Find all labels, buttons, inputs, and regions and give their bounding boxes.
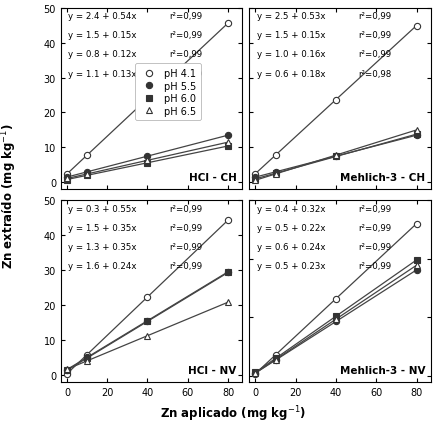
Text: y = 1.5 + 0.15x: y = 1.5 + 0.15x: [256, 31, 324, 40]
Text: y = 1.1 + 0.13x: y = 1.1 + 0.13x: [68, 69, 136, 79]
Text: y = 0.5 + 0.23x: y = 0.5 + 0.23x: [256, 261, 324, 270]
Text: r²=0,99: r²=0,99: [357, 224, 390, 232]
Text: y = 0.3 + 0.55x: y = 0.3 + 0.55x: [68, 204, 136, 214]
Text: y = 1.6 + 0.24x: y = 1.6 + 0.24x: [68, 261, 136, 270]
Text: r²=0,99: r²=0,99: [357, 261, 390, 270]
Text: y = 0.5 + 0.22x: y = 0.5 + 0.22x: [256, 224, 324, 232]
Text: y = 1.3 + 0.35x: y = 1.3 + 0.35x: [68, 243, 136, 251]
Text: HCl - CH: HCl - CH: [188, 173, 236, 183]
Text: y = 0.4 + 0.32x: y = 0.4 + 0.32x: [256, 204, 324, 214]
Text: y = 1.0 + 0.16x: y = 1.0 + 0.16x: [256, 50, 324, 59]
Text: r²=0,99: r²=0,99: [169, 261, 202, 270]
Text: r²=0,99: r²=0,99: [357, 12, 390, 21]
Text: y = 0.8 + 0.12x: y = 0.8 + 0.12x: [68, 50, 136, 59]
Text: r²=0,99: r²=0,99: [357, 204, 390, 214]
Text: Mehlich-3 - CH: Mehlich-3 - CH: [339, 173, 424, 183]
Text: y = 0.6 + 0.24x: y = 0.6 + 0.24x: [256, 243, 324, 251]
Text: y = 2.4 + 0.54x: y = 2.4 + 0.54x: [68, 12, 136, 21]
Legend: pH 4.1, pH 5.5, pH 6.0, pH 6.5: pH 4.1, pH 5.5, pH 6.0, pH 6.5: [135, 64, 201, 121]
Text: Zn extraído (mg kg$^{-1}$): Zn extraído (mg kg$^{-1}$): [0, 122, 20, 268]
Text: r²=0,99: r²=0,99: [357, 243, 390, 251]
Text: Zn aplicado (mg kg$^{-1}$): Zn aplicado (mg kg$^{-1}$): [159, 404, 305, 423]
Text: y = 2.5 + 0.53x: y = 2.5 + 0.53x: [256, 12, 324, 21]
Text: r²=0,99: r²=0,99: [169, 243, 202, 251]
Text: y = 1.5 + 0.35x: y = 1.5 + 0.35x: [68, 224, 136, 232]
Text: r²=0,99: r²=0,99: [169, 69, 202, 79]
Text: r²=0,99: r²=0,99: [357, 50, 390, 59]
Text: r²=0,99: r²=0,99: [169, 50, 202, 59]
Text: r²=0,99: r²=0,99: [169, 204, 202, 214]
Text: r²=0,98: r²=0,98: [357, 69, 391, 79]
Text: r²=0,99: r²=0,99: [169, 12, 202, 21]
Text: y = 0.6 + 0.18x: y = 0.6 + 0.18x: [256, 69, 324, 79]
Text: r²=0,99: r²=0,99: [169, 224, 202, 232]
Text: Mehlich-3 - NV: Mehlich-3 - NV: [339, 365, 424, 375]
Text: r²=0,99: r²=0,99: [357, 31, 390, 40]
Text: HCl - NV: HCl - NV: [188, 365, 236, 375]
Text: r²=0,99: r²=0,99: [169, 31, 202, 40]
Text: y = 1.5 + 0.15x: y = 1.5 + 0.15x: [68, 31, 136, 40]
